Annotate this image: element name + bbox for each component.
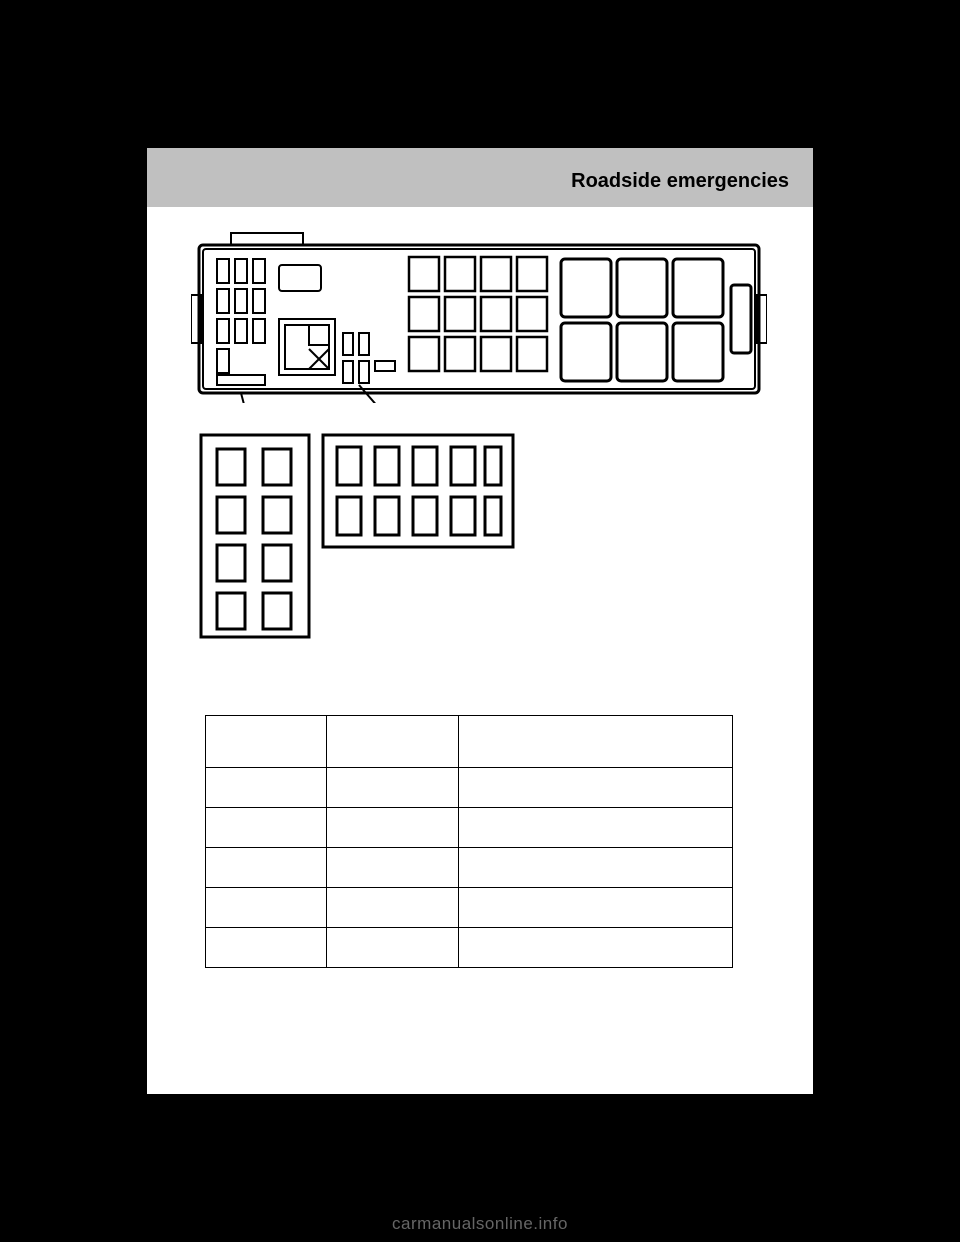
header-bar: Roadside emergencies xyxy=(147,148,813,207)
page-title: Roadside emergencies xyxy=(571,170,789,192)
table-cell xyxy=(327,888,459,928)
fuse-table-container xyxy=(175,715,773,968)
table-header-row xyxy=(206,716,733,768)
table-cell xyxy=(206,848,327,888)
fusebox-main-svg xyxy=(191,225,767,403)
fuse-table xyxy=(205,715,733,968)
table-cell xyxy=(206,928,327,968)
table-cell xyxy=(458,888,732,928)
table-cell xyxy=(327,808,459,848)
table-cell xyxy=(206,808,327,848)
table-row xyxy=(206,928,733,968)
document-page: Roadside emergencies xyxy=(147,148,813,1094)
table-cell xyxy=(327,768,459,808)
table-cell xyxy=(458,848,732,888)
table-cell xyxy=(206,768,327,808)
table-row xyxy=(206,848,733,888)
table-header-cell xyxy=(458,716,732,768)
table-cell xyxy=(327,928,459,968)
panel-b-svg xyxy=(321,433,515,549)
table-header-cell xyxy=(206,716,327,768)
table-header-cell xyxy=(327,716,459,768)
table-row xyxy=(206,768,733,808)
table-cell xyxy=(327,848,459,888)
table-cell xyxy=(206,888,327,928)
table-cell xyxy=(458,768,732,808)
table-cell xyxy=(458,808,732,848)
content-area xyxy=(147,207,813,988)
panel-a-svg xyxy=(199,433,311,639)
table-row xyxy=(206,808,733,848)
fusebox-diagram xyxy=(175,225,775,705)
watermark-text: carmanualsonline.info xyxy=(392,1214,568,1234)
table-row xyxy=(206,888,733,928)
table-cell xyxy=(458,928,732,968)
